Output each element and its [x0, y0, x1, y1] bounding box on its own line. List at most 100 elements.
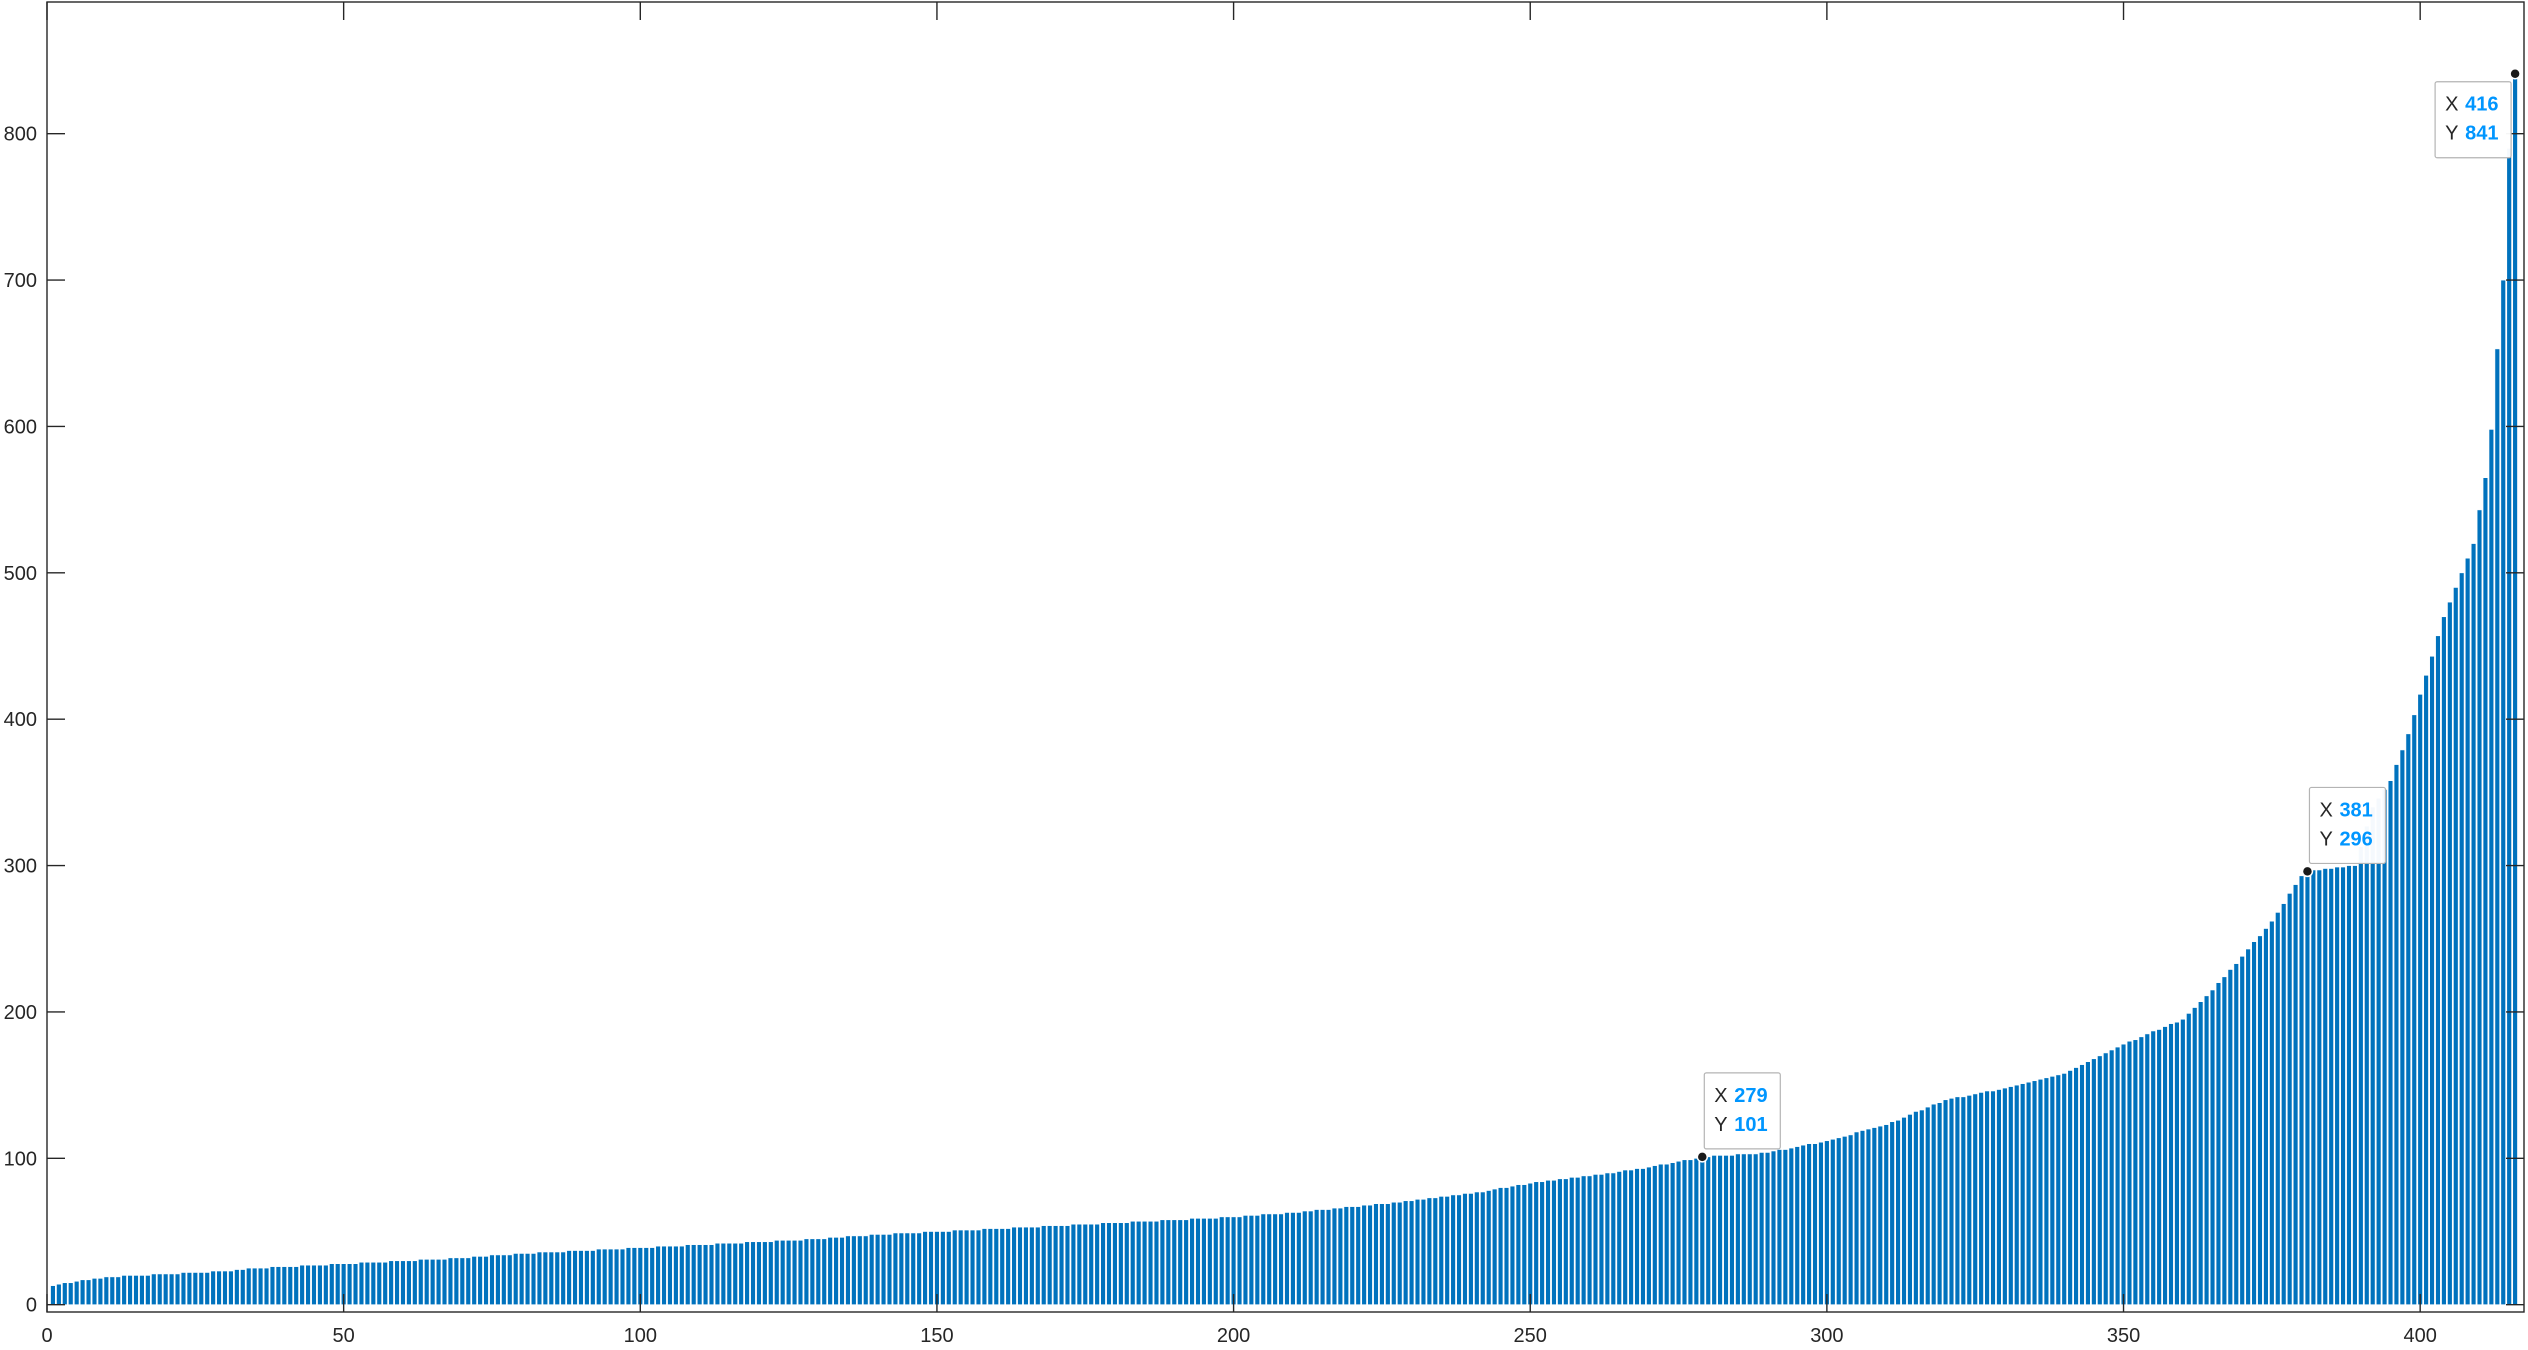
bar [714, 1242, 721, 1305]
bar [1349, 1206, 1355, 1305]
datatip[interactable]: X 279 Y 101 [1696, 1072, 1781, 1163]
bar [489, 1254, 495, 1305]
bar [1664, 1163, 1670, 1305]
bar [2411, 714, 2417, 1305]
datatip-y-label: Y [1714, 1114, 1727, 1136]
bar [797, 1239, 804, 1305]
bar [1373, 1203, 1379, 1305]
bar [91, 1278, 98, 1305]
bar [1770, 1150, 1777, 1305]
bar [1491, 1188, 1498, 1305]
bar [1859, 1130, 1866, 1305]
bar [180, 1272, 187, 1305]
bar [1687, 1159, 1694, 1305]
bar [2197, 1001, 2204, 1305]
bar [1486, 1190, 1492, 1305]
datatip-marker[interactable] [2301, 865, 2314, 878]
bar [2453, 587, 2459, 1305]
bar [1782, 1149, 1789, 1305]
bar [1070, 1223, 1077, 1305]
bar [542, 1251, 549, 1305]
y-tick-label: 300 [4, 856, 37, 878]
y-tick-label: 500 [4, 563, 37, 585]
datatip-x-value: 416 [2465, 94, 2498, 116]
bar [762, 1241, 768, 1305]
datatip-y-label: Y [2445, 123, 2458, 145]
bar [1118, 1222, 1124, 1305]
bar [1438, 1196, 1444, 1305]
datatip[interactable]: X 416 Y 841 [2434, 67, 2521, 159]
bar [2120, 1043, 2127, 1305]
datatip-box [1703, 1072, 1781, 1150]
bar [530, 1253, 537, 1305]
bar [1913, 1111, 1919, 1305]
bar [892, 1232, 899, 1305]
bar [2269, 920, 2275, 1305]
bar [1474, 1191, 1480, 1305]
bar [1397, 1201, 1403, 1305]
bar [1788, 1147, 1794, 1305]
datatip-marker[interactable] [2509, 67, 2521, 80]
bar [1041, 1225, 1047, 1305]
datatip-y-value: 101 [1734, 1114, 1767, 1136]
y-tick-label: 400 [4, 709, 37, 731]
bar [2031, 1080, 2038, 1305]
bar [1260, 1213, 1266, 1305]
bar [1681, 1159, 1688, 1305]
y-tick-label: 200 [4, 1002, 37, 1024]
bar [2233, 963, 2239, 1305]
bar [2085, 1061, 2091, 1305]
y-tick-label: 100 [4, 1148, 37, 1170]
bar [418, 1259, 424, 1305]
bar [993, 1228, 999, 1305]
bar [2008, 1086, 2014, 1305]
x-tick-label: 100 [624, 1325, 657, 1345]
bar [863, 1235, 869, 1305]
bar [1414, 1199, 1421, 1305]
bar [952, 1229, 958, 1305]
bar [1640, 1168, 1646, 1305]
bar [1883, 1124, 1889, 1305]
bar [1735, 1153, 1741, 1305]
bar [673, 1245, 679, 1305]
bar [1729, 1155, 1735, 1305]
bar [524, 1253, 531, 1305]
bar [2405, 733, 2411, 1305]
bar [115, 1276, 121, 1305]
datatip-y-label: Y [2319, 828, 2332, 850]
bar [109, 1276, 115, 1305]
bar [1313, 1209, 1320, 1305]
bar [1402, 1200, 1409, 1305]
datatip[interactable]: X 381 Y 296 [2301, 786, 2387, 878]
bar [1711, 1155, 1717, 1305]
bar [1165, 1219, 1171, 1305]
bar [1764, 1152, 1771, 1305]
bar [2381, 789, 2388, 1305]
datatip-x-label: X [2445, 94, 2458, 116]
bar [2310, 869, 2317, 1305]
bar [459, 1257, 465, 1305]
bar [1984, 1090, 1990, 1305]
bar [168, 1273, 175, 1305]
bar [602, 1248, 608, 1305]
bar [1818, 1141, 1824, 1305]
bar [1539, 1181, 1545, 1305]
bar [1699, 1156, 1705, 1305]
bar [1776, 1149, 1783, 1305]
bar [2358, 846, 2364, 1305]
x-tick-label: 200 [1217, 1325, 1250, 1345]
bar [1082, 1223, 1088, 1305]
bar [744, 1241, 750, 1305]
bar [1545, 1179, 1551, 1305]
bar [1361, 1204, 1367, 1305]
bar [1836, 1137, 1842, 1305]
bar [1266, 1213, 1272, 1305]
bar [1931, 1103, 1937, 1305]
bar [548, 1251, 554, 1305]
bar [1575, 1177, 1581, 1305]
datatip-marker[interactable] [1696, 1151, 1709, 1163]
bar [2387, 780, 2394, 1305]
bar [1580, 1175, 1587, 1305]
bar [2334, 866, 2340, 1305]
